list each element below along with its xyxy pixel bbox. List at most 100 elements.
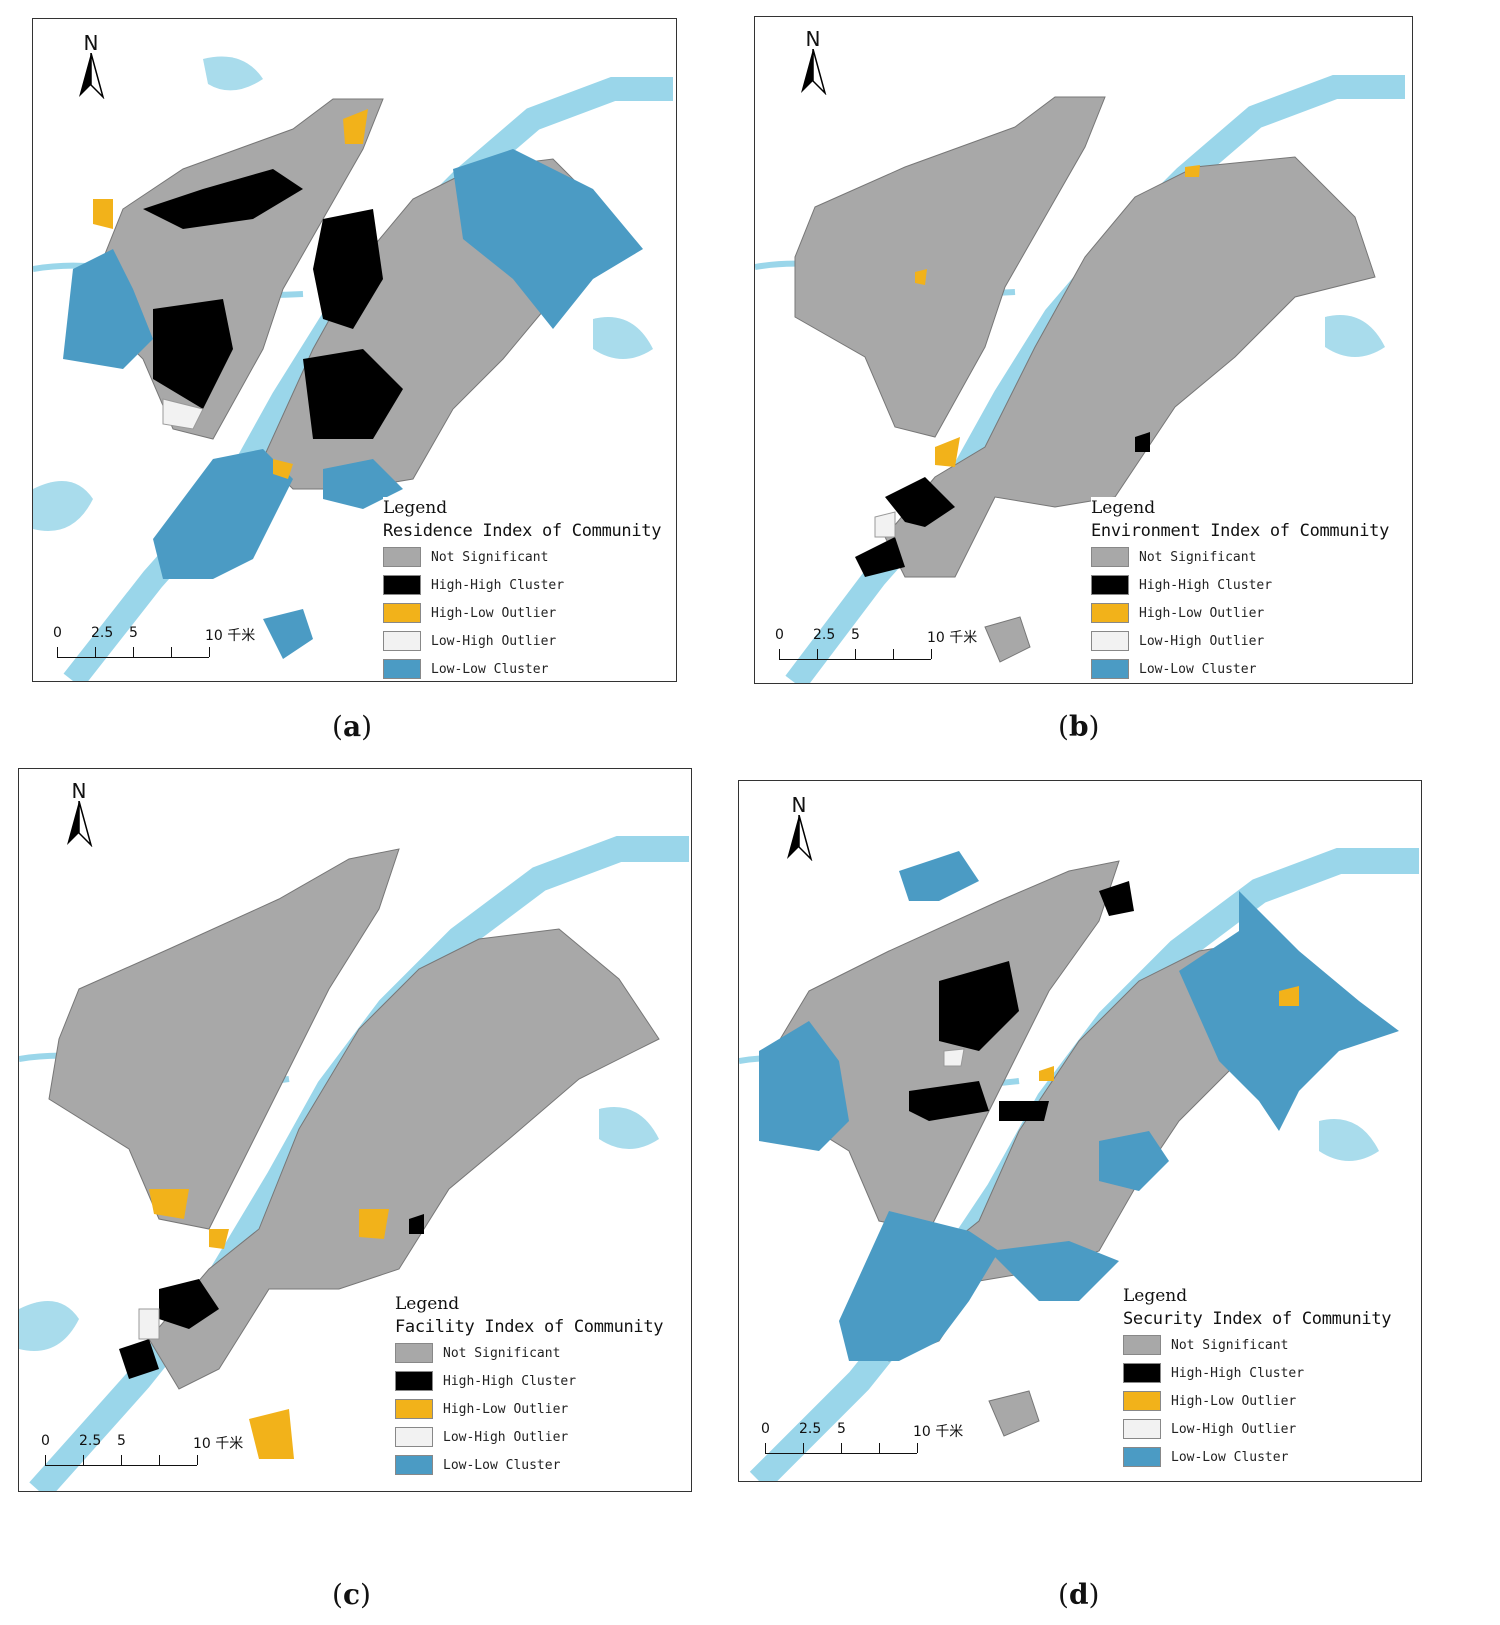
legend-label: Low-Low Cluster (1171, 1449, 1289, 1465)
legend-swatch (383, 547, 421, 567)
legend-item: Low-Low Cluster (383, 655, 673, 681)
north-arrow-c: N (59, 779, 99, 849)
caption-d: (d) (1058, 1578, 1100, 1611)
region-high-high (143, 169, 303, 229)
legend-swatch (395, 1427, 433, 1447)
region-not-significant (48, 848, 400, 1230)
legend-items: Not Significant High-High Cluster High-Low… (383, 543, 673, 681)
legend-label: Low-High Outlier (431, 633, 557, 649)
legend-item: Low-High Outlier (383, 627, 673, 655)
region-high-high (119, 1339, 159, 1379)
scale-bar-b: 0 2.5 5 10 千米 (775, 627, 979, 667)
legend-items: Not Significant High-High Cluster High-Low… (1091, 543, 1409, 683)
legend-swatch (383, 603, 421, 623)
region-high-high (303, 349, 403, 439)
legend-b: Legend Environment Index of Community No… (1091, 497, 1409, 683)
legend-item: High-Low Outlier (383, 599, 673, 627)
legend-title: Legend (1123, 1286, 1188, 1306)
legend-item: High-High Cluster (383, 571, 673, 599)
scale-line (57, 657, 209, 658)
legend-swatch (395, 1371, 433, 1391)
region-high-low (343, 109, 368, 144)
legend-item: Not Significant (1123, 1331, 1419, 1359)
scale-tick (171, 647, 172, 657)
scale-tick (95, 647, 96, 657)
legend-title: Legend (395, 1294, 460, 1314)
legend-items: Not Significant High-High Cluster High-Low… (1123, 1331, 1419, 1471)
region-low-low (899, 851, 979, 901)
scale-bar-a: 0 2.5 5 10 千米 (53, 625, 257, 665)
legend-label: High-Low Outlier (431, 605, 557, 621)
scale-tick-label: 2.5 (91, 625, 114, 641)
legend-subtitle: Residence Index of Community (383, 521, 662, 541)
legend-label: Low-Low Cluster (443, 1457, 561, 1473)
region-not-significant (988, 1390, 1040, 1437)
lake (593, 317, 653, 359)
legend-swatch (1123, 1363, 1161, 1383)
scale-tick (803, 1443, 804, 1453)
legend-item: Not Significant (383, 543, 673, 571)
scale-bar-c: 0 2.5 5 10 千米 (41, 1433, 245, 1473)
scale-tick-label: 10 千米 (913, 1424, 964, 1440)
scale-tick (841, 1443, 842, 1453)
scale-tick (917, 1443, 918, 1453)
region-low-low (759, 1021, 849, 1151)
region-not-significant (984, 616, 1031, 663)
region-high-low (209, 1229, 229, 1249)
map-a (33, 56, 673, 681)
scale-tick-label: 0 (53, 625, 62, 641)
legend-item: Low-High Outlier (395, 1423, 689, 1451)
scale-tick (779, 649, 780, 659)
scale-tick (765, 1443, 766, 1453)
legend-item: High-Low Outlier (1123, 1387, 1419, 1415)
region-low-low (63, 249, 153, 369)
legend-subtitle: Environment Index of Community (1091, 521, 1390, 541)
scale-line (45, 1465, 197, 1466)
region-high-low (1279, 986, 1299, 1006)
caption-letter: a (342, 710, 362, 743)
region-high-high (159, 1279, 219, 1329)
scale-tick-label: 10 千米 (205, 628, 256, 644)
legend-label: Low-High Outlier (1139, 633, 1265, 649)
scale-tick-label: 5 (837, 1421, 846, 1437)
region-high-high (909, 1081, 989, 1121)
region-high-high (153, 299, 233, 409)
legend-label: Low-Low Cluster (431, 661, 549, 677)
north-label: N (71, 779, 87, 803)
scale-tick (931, 649, 932, 659)
region-low-low (839, 1211, 999, 1361)
legend-swatch (1123, 1335, 1161, 1355)
lake (203, 56, 263, 91)
legend-c: Legend Facility Index of Community Not S… (395, 1293, 689, 1479)
region-high-low (935, 437, 960, 467)
caption-c: (c) (332, 1578, 371, 1611)
legend-item: High-High Cluster (395, 1367, 689, 1395)
scale-tick-label: 10 千米 (193, 1436, 244, 1452)
map-panel-b: N Legend Environment Index of Community … (754, 16, 1413, 684)
scale-tick-label: 5 (851, 627, 860, 643)
legend-label: Not Significant (1171, 1337, 1289, 1353)
region-high-high (1135, 432, 1150, 452)
legend-item: Low-Low Cluster (1091, 655, 1409, 683)
region-low-low (263, 609, 313, 659)
legend-label: High-High Cluster (443, 1373, 577, 1389)
lake (19, 1301, 79, 1351)
scale-line (765, 1453, 917, 1454)
legend-title: Legend (1091, 498, 1156, 518)
lake (599, 1107, 659, 1149)
scale-tick-label: 2.5 (813, 627, 836, 643)
legend-swatch (1091, 575, 1129, 595)
caption-letter: d (1068, 1578, 1089, 1611)
legend-swatch (1123, 1447, 1161, 1467)
map-panel-d: N Legend Security Index of Community Not… (738, 780, 1422, 1482)
scale-bar-d: 0 2.5 5 10 千米 (761, 1421, 965, 1461)
legend-label: High-High Cluster (1139, 577, 1273, 593)
north-label: N (83, 31, 99, 55)
legend-swatch (1091, 659, 1129, 679)
north-arrow-a: N (71, 31, 111, 101)
legend-item: Low-Low Cluster (395, 1451, 689, 1479)
scale-tick-label: 10 千米 (927, 630, 978, 646)
scale-tick (57, 647, 58, 657)
region-high-low (149, 1189, 189, 1219)
scale-tick (159, 1455, 160, 1465)
